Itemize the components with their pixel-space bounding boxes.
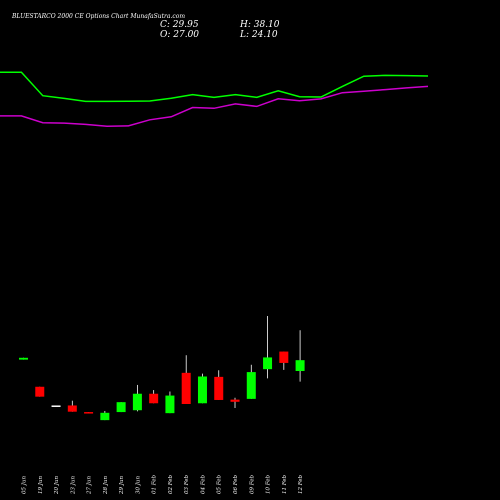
x-tick-label: 01 Feb	[152, 474, 158, 494]
candle-body	[35, 386, 45, 397]
x-tick-label: 20 Jun	[54, 476, 60, 495]
candle-body	[263, 357, 273, 370]
high-value: H: 38.10	[239, 20, 280, 30]
x-tick-label: 03 Feb	[184, 474, 190, 494]
x-tick-label: 30 Jun	[135, 476, 141, 494]
candle-body	[67, 405, 77, 412]
candle-body	[279, 351, 289, 363]
candle-body	[246, 372, 256, 399]
x-tick-label: 29 Jun	[119, 476, 125, 495]
x-tick-label: 28 Jun	[103, 476, 109, 495]
candle-body	[295, 360, 305, 371]
x-tick-label: 11 Feb	[282, 474, 288, 494]
candle-body	[84, 412, 94, 414]
candle-body	[132, 393, 142, 411]
x-tick-label: 10 Feb	[266, 474, 272, 494]
candle-body	[197, 376, 207, 404]
candle-body	[149, 393, 159, 404]
candle-body	[19, 357, 28, 360]
x-axis-ticks: 05 Jun 19 Jun 20 Jun 23 Jun 27 Jun 28 Jun 29 J…	[22, 474, 305, 495]
open-value: O: 27.00	[160, 30, 199, 40]
low-value: L: 24.10	[239, 30, 278, 40]
candle-body	[165, 395, 175, 414]
chart-title: BLUESTARCO 2000 CE Options Chart MunafaS…	[11, 13, 185, 20]
x-tick-label: 06 Feb	[233, 474, 239, 494]
x-tick-label: 19 Jun	[38, 476, 44, 494]
x-tick-label: 05 Feb	[217, 474, 223, 494]
x-tick-label: 27 Jun	[87, 476, 93, 495]
x-tick-label: 02 Feb	[168, 474, 174, 494]
upper-band-line	[0, 71, 429, 103]
lower-band-line	[0, 85, 429, 128]
candle-body	[181, 372, 191, 404]
x-tick-label: 23 Jun	[70, 476, 76, 495]
x-tick-label: 09 Feb	[249, 474, 255, 494]
candle-body	[214, 376, 224, 400]
candle-body	[100, 412, 110, 421]
candles-group	[19, 316, 305, 421]
x-tick-label: 12 Feb	[298, 474, 304, 494]
x-tick-label: 04 Feb	[200, 474, 206, 494]
x-tick-label: 05 Jun	[22, 476, 28, 494]
candle-body	[116, 402, 126, 413]
candle-body	[230, 399, 240, 402]
close-value: C: 29.95	[160, 20, 199, 30]
candle-body	[51, 405, 61, 407]
